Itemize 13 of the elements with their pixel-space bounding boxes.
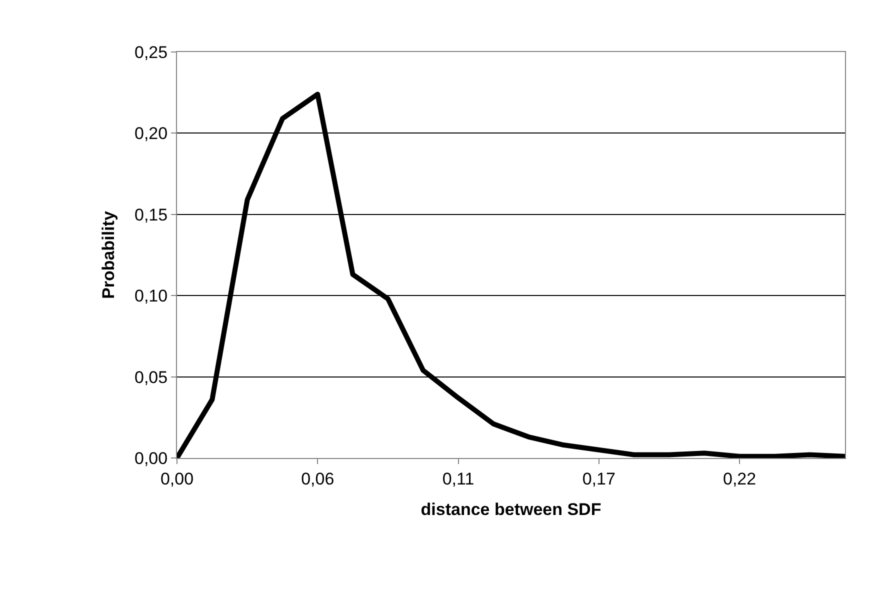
y-tick-label: 0,00 [134,448,168,468]
y-tick-label: 0,20 [134,124,168,144]
y-tick-label: 0,10 [134,286,168,306]
y-axis-title: Probability [99,210,118,299]
y-tick-label: 0,05 [134,368,168,387]
x-tick-label: 0,22 [722,469,756,488]
y-tick-label: 0,25 [134,42,168,62]
x-tick-label: 0,11 [442,469,474,488]
x-tick-label: 0,17 [582,469,616,488]
x-tick-label: 0,06 [301,469,334,488]
y-tick-label: 0,15 [134,205,168,224]
x-axis-title: distance between SDF [420,500,602,519]
x-tick-label: 0,00 [160,469,194,488]
